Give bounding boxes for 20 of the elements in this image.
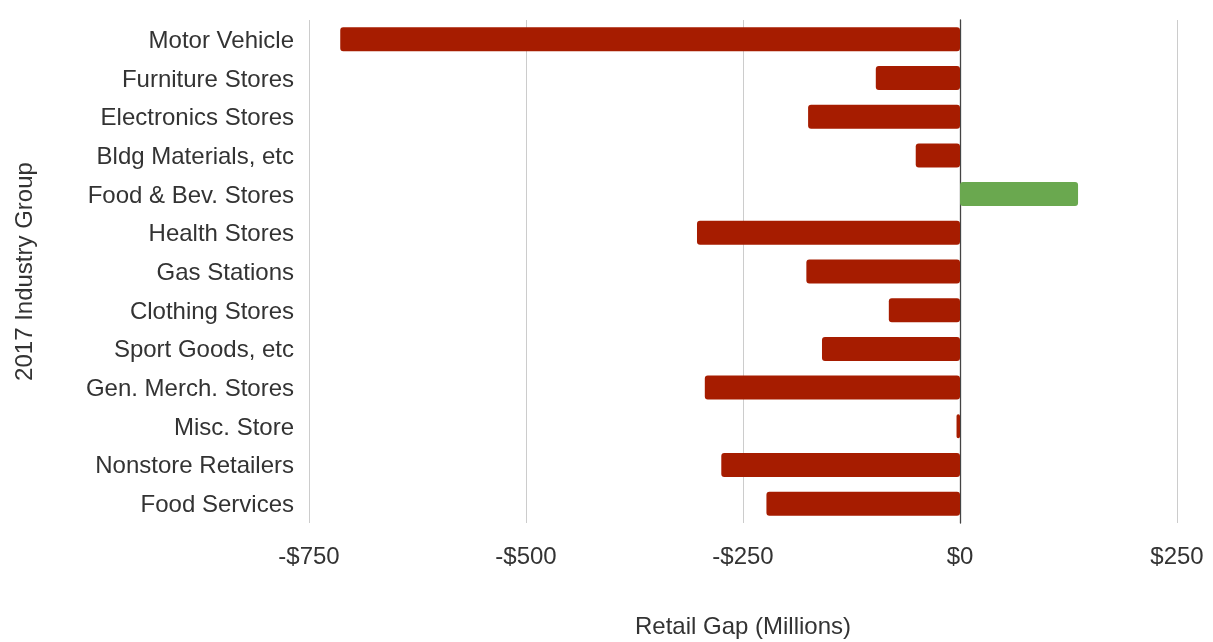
x-tick-label: -$250 — [712, 541, 774, 569]
x-tick-label: $250 — [1150, 541, 1204, 569]
y-tick-label: Furniture Stores — [121, 64, 294, 92]
y-tick-label: Motor Vehicle — [148, 25, 294, 53]
y-axis-title: 2017 Industry Group — [9, 162, 37, 381]
y-tick-label: Misc. Store — [173, 412, 294, 440]
y-tick-label: Health Stores — [148, 219, 294, 247]
y-tick-label: Food & Bev. Stores — [87, 180, 294, 208]
x-tick-label: $0 — [946, 541, 974, 569]
y-tick-label: Bldg Materials, etc — [96, 141, 294, 169]
y-tick-label: Clothing Stores — [129, 296, 294, 324]
y-tick-label: Nonstore Retailers — [95, 451, 294, 479]
y-tick-label: Food Services — [140, 490, 294, 518]
x-axis-title: Retail Gap (Millions) — [634, 611, 852, 639]
y-tick-label: Sport Goods, etc — [113, 335, 294, 363]
x-tick-label: -$500 — [495, 541, 557, 569]
y-tick-label: Gen. Merch. Stores — [85, 374, 294, 402]
x-tick-label: -$750 — [278, 541, 340, 569]
y-tick-label: Electronics Stores — [100, 103, 294, 131]
y-tick-label: Gas Stations — [156, 258, 294, 285]
